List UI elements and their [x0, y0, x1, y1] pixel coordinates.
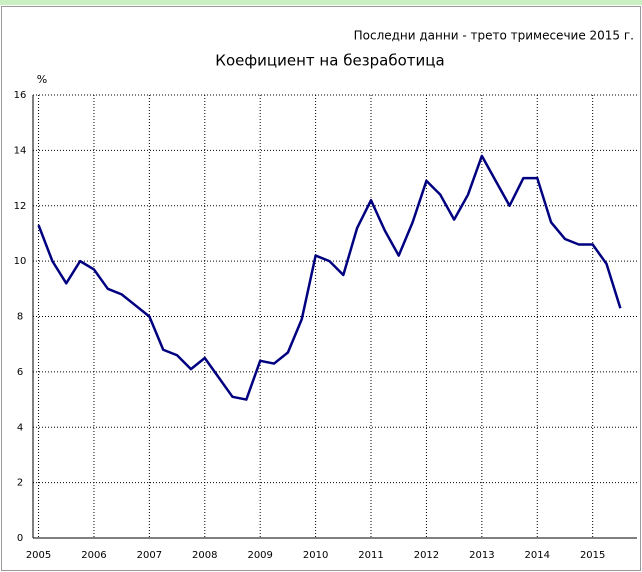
x-tick-label: 2010	[303, 550, 328, 561]
x-tick-label: 2014	[525, 550, 550, 561]
chart-title: Коефициент на безработица	[215, 52, 444, 70]
x-tick-label: 2008	[192, 550, 217, 561]
y-tick-label: 12	[14, 201, 27, 212]
data-line	[37, 154, 622, 401]
y-axis-label: %	[37, 73, 47, 86]
x-tick-label: 2009	[247, 550, 272, 561]
frame	[1, 6, 641, 571]
x-tick-label: 2012	[414, 550, 439, 561]
y-tick-label: 6	[17, 367, 23, 378]
y-tick-label: 0	[17, 533, 23, 544]
y-tick-label: 16	[14, 90, 27, 101]
y-tick-label: 8	[17, 312, 23, 323]
y-tick-label: 10	[14, 256, 27, 267]
y-tick-label: 4	[17, 422, 23, 433]
top-strip	[0, 0, 642, 5]
x-tick-label: 2005	[26, 550, 51, 561]
x-tick-label: 2011	[358, 550, 383, 561]
y-tick-label: 2	[17, 478, 23, 489]
x-tick-label: 2013	[469, 550, 494, 561]
y-tick-label: 14	[14, 145, 27, 156]
x-tick-label: 2007	[137, 550, 162, 561]
x-tick-label: 2015	[580, 550, 605, 561]
x-tick-label: 2006	[81, 550, 106, 561]
chart-subtitle: Последни данни - трето тримесечие 2015 г…	[354, 29, 634, 43]
